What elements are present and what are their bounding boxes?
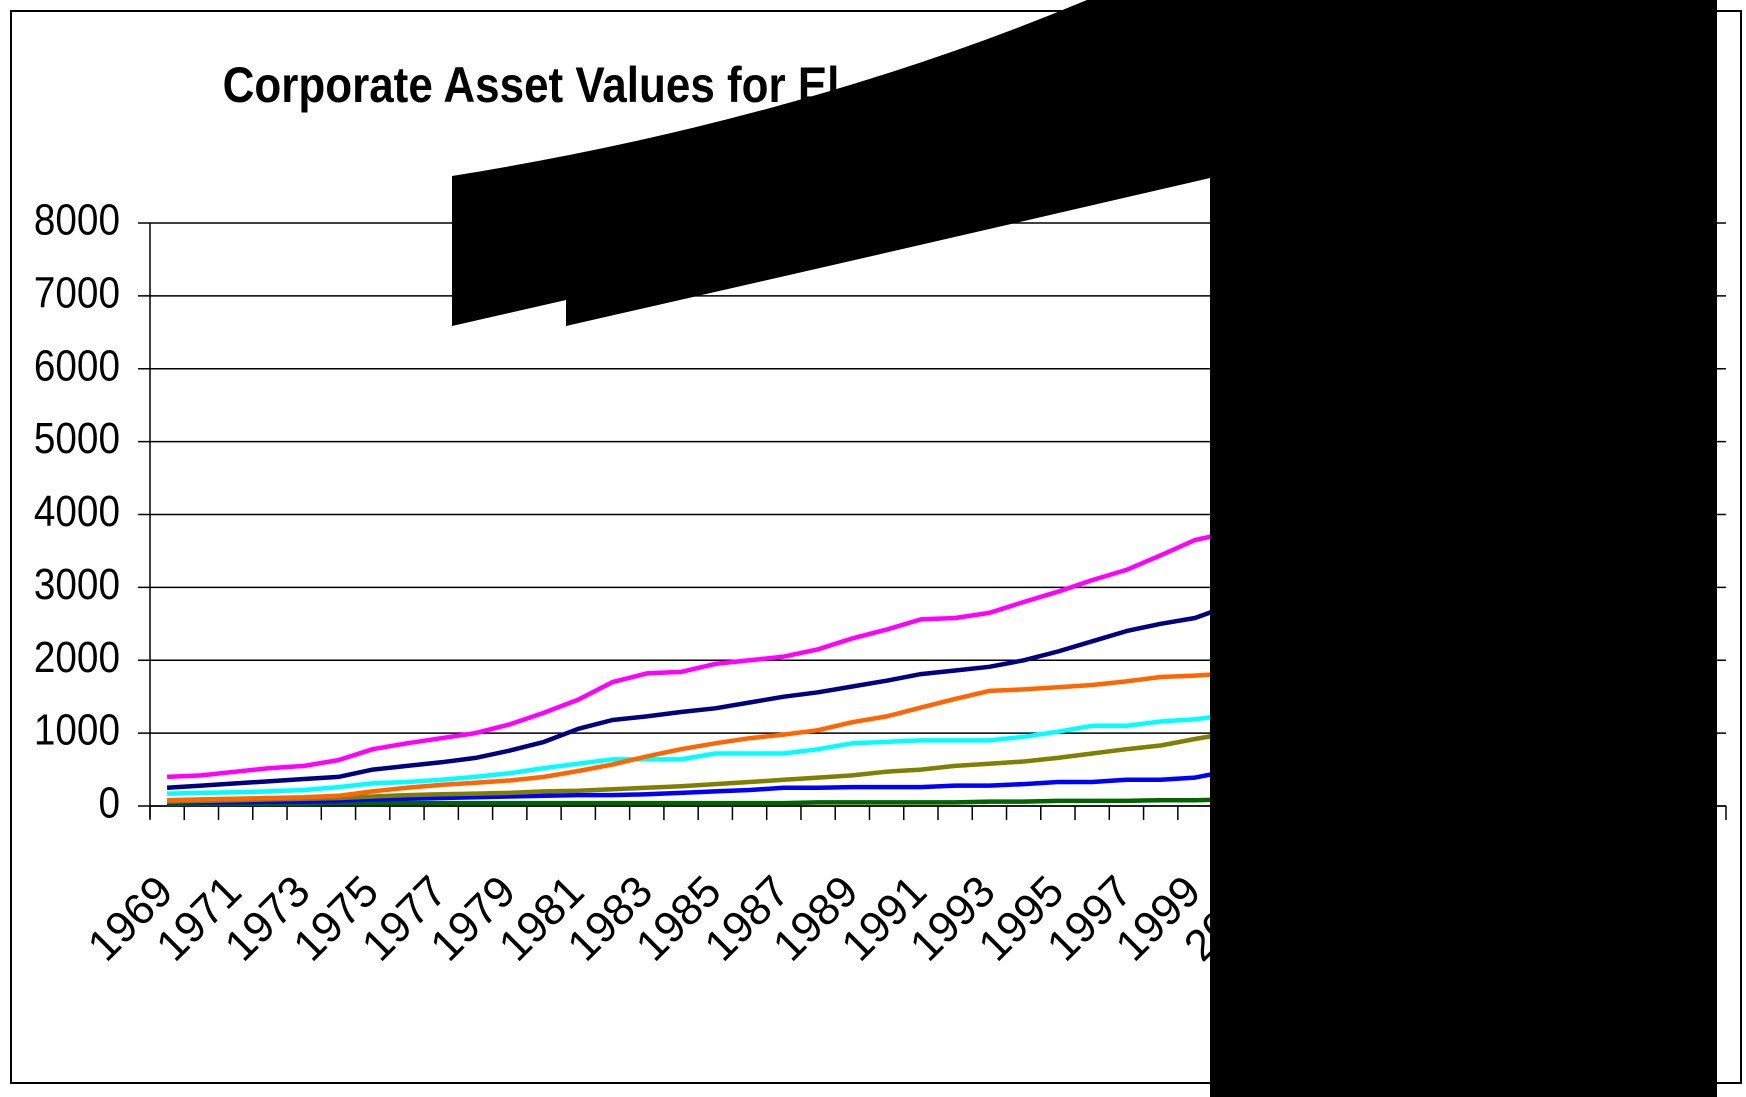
occluding-shape [452,0,1717,1097]
series-line [167,730,1230,804]
y-tick-label: 0 [98,777,120,827]
y-tick-label: 3000 [34,559,120,609]
y-tick-label: 8000 [34,194,120,244]
y-tick-label: 4000 [34,486,120,536]
y-tick-label: 6000 [34,340,120,390]
y-tick-label: 5000 [34,413,120,463]
series-line [167,671,1230,803]
series-line [166,603,1230,791]
series-line [167,712,1230,796]
series-line [167,530,1230,780]
series-line [167,797,1230,807]
y-tick-label: 7000 [34,267,120,317]
chart-title: Corporate Asset Values for El [223,57,840,113]
series-line [167,768,1230,805]
y-tick-label: 1000 [34,704,120,754]
y-tick-label: 2000 [34,632,120,682]
